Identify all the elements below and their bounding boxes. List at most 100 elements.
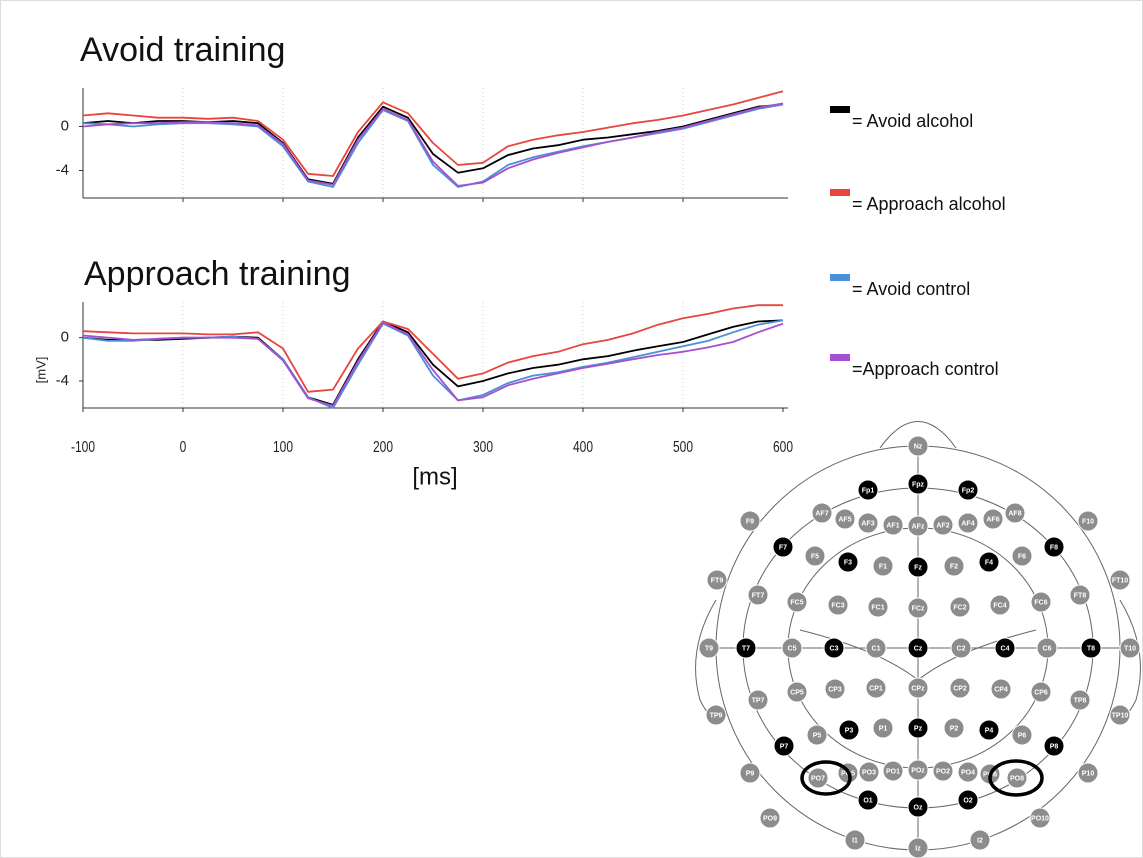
- electrode-label: Iz: [915, 845, 921, 852]
- electrode-label: C5: [788, 645, 797, 652]
- electrode-label: F5: [811, 553, 819, 560]
- electrode-label: P1: [879, 725, 888, 732]
- electrode-label: CP4: [994, 686, 1008, 693]
- x-tick-label: 600: [773, 438, 793, 456]
- y-tick-label: 0: [61, 117, 69, 134]
- electrode-label: C2: [957, 645, 966, 652]
- electrode-label: T7: [742, 645, 750, 652]
- legend-swatch: [830, 189, 850, 196]
- electrode-label: PO4: [961, 769, 975, 776]
- x-axis-label: [ms]: [412, 463, 457, 490]
- electrode-label: FT9: [711, 577, 724, 584]
- x-tick-label: 100: [273, 438, 293, 456]
- electrode-label: P8: [1050, 743, 1059, 750]
- series-line: [83, 305, 783, 392]
- x-tick-label: 200: [373, 438, 393, 456]
- electrode-label: PO10: [1031, 815, 1049, 822]
- electrode-label: F2: [950, 563, 958, 570]
- electrode-label: F4: [985, 559, 993, 566]
- legend-label: = Avoid alcohol: [852, 111, 973, 131]
- electrode-label: Fp2: [962, 487, 975, 494]
- electrode-label: P4: [985, 727, 994, 734]
- electrode-label: F10: [1082, 518, 1094, 525]
- electrode-label: TP10: [1112, 712, 1129, 719]
- legend-swatch: [830, 274, 850, 281]
- electrode-label: PO9: [763, 815, 777, 822]
- electrode-label: Oz: [914, 804, 923, 811]
- electrode-label: P10: [1082, 770, 1095, 777]
- electrode-label: CP6: [1034, 689, 1048, 696]
- electrode-label: AF5: [838, 516, 851, 523]
- electrode-label: C1: [872, 645, 881, 652]
- figure: NzFp1FpzFp2AF7AF5AF3AF1AFzAF2AF4AF6AF8F9…: [0, 0, 1143, 858]
- electrode-label: TP9: [710, 712, 723, 719]
- x-tick-label: 300: [473, 438, 493, 456]
- electrode-label: CP1: [869, 685, 883, 692]
- electrode-label: AF3: [861, 520, 874, 527]
- y-tick-label: 0: [61, 329, 69, 346]
- electrode-label: POz: [911, 767, 925, 774]
- legend-label: =Approach control: [852, 359, 999, 379]
- electrode-label: C6: [1043, 645, 1052, 652]
- electrode-label: PO1: [886, 768, 900, 775]
- electrode-label: I2: [977, 837, 983, 844]
- electrode-label: AF2: [936, 522, 949, 529]
- y-tick-label: -4: [56, 372, 69, 389]
- legend-label: = Avoid control: [852, 279, 970, 299]
- electrode-label: FC6: [1034, 599, 1047, 606]
- y-tick-label: -4: [56, 161, 69, 178]
- electrode-label: FC2: [953, 604, 966, 611]
- electrode-label: F1: [879, 563, 887, 570]
- electrode-label: Pz: [914, 725, 923, 732]
- electrode-label: AF6: [986, 516, 999, 523]
- electrode-label: F3: [844, 559, 852, 566]
- electrode-label: Fp1: [862, 487, 875, 494]
- electrode-label: FCz: [912, 605, 925, 612]
- electrode-label: PO2: [936, 768, 950, 775]
- electrode-label: FT10: [1112, 577, 1128, 584]
- electrode-label: TP8: [1074, 697, 1087, 704]
- electrode-label: AF8: [1008, 510, 1021, 517]
- legend-swatch: [830, 354, 850, 361]
- legend-swatch: [830, 106, 850, 113]
- x-tick-label: 500: [673, 438, 693, 456]
- electrode-label: Cz: [914, 645, 923, 652]
- electrode-label: T8: [1087, 645, 1095, 652]
- electrode-label: I1: [852, 837, 858, 844]
- electrode-label: FC3: [831, 602, 844, 609]
- electrode-label: TP7: [752, 697, 765, 704]
- electrode-label: FC5: [790, 599, 803, 606]
- electrode-label: FC1: [871, 604, 884, 611]
- electrode-label: F7: [779, 544, 787, 551]
- electrode-label: FT7: [752, 592, 765, 599]
- electrode-label: T9: [705, 645, 713, 652]
- electrode-label: CP3: [828, 686, 842, 693]
- x-tick-label: -100: [71, 438, 95, 456]
- x-tick-label: 0: [180, 438, 187, 456]
- electrode-label: PO3: [862, 769, 876, 776]
- page: NzFp1FpzFp2AF7AF5AF3AF1AFzAF2AF4AF6AF8F9…: [0, 0, 1143, 858]
- electrode-label: F6: [1018, 553, 1026, 560]
- y-axis-label: [mV]: [33, 357, 48, 384]
- electrode-label: Nz: [914, 443, 923, 450]
- electrode-label: P3: [845, 727, 854, 734]
- electrode-label: P7: [780, 743, 789, 750]
- electrode-label: PO8: [1010, 775, 1024, 782]
- electrode-label: FC4: [993, 602, 1006, 609]
- electrode-label: CP2: [953, 685, 967, 692]
- electrode-label: Fpz: [912, 481, 925, 488]
- electrode-label: CPz: [911, 685, 925, 692]
- electrode-label: P2: [950, 725, 959, 732]
- electrode-label: AF1: [886, 522, 899, 529]
- chart-title: Approach training: [84, 255, 351, 293]
- electrode-label: F8: [1050, 544, 1058, 551]
- electrode-label: AFz: [912, 523, 925, 530]
- electrode-label: CP5: [790, 689, 804, 696]
- electrode-label: T10: [1124, 645, 1136, 652]
- ear: [696, 600, 716, 716]
- electrode-label: F9: [746, 518, 754, 525]
- legend-label: = Approach alcohol: [852, 194, 1006, 214]
- electrode-label: P5: [813, 732, 822, 739]
- electrode-label: P9: [746, 770, 755, 777]
